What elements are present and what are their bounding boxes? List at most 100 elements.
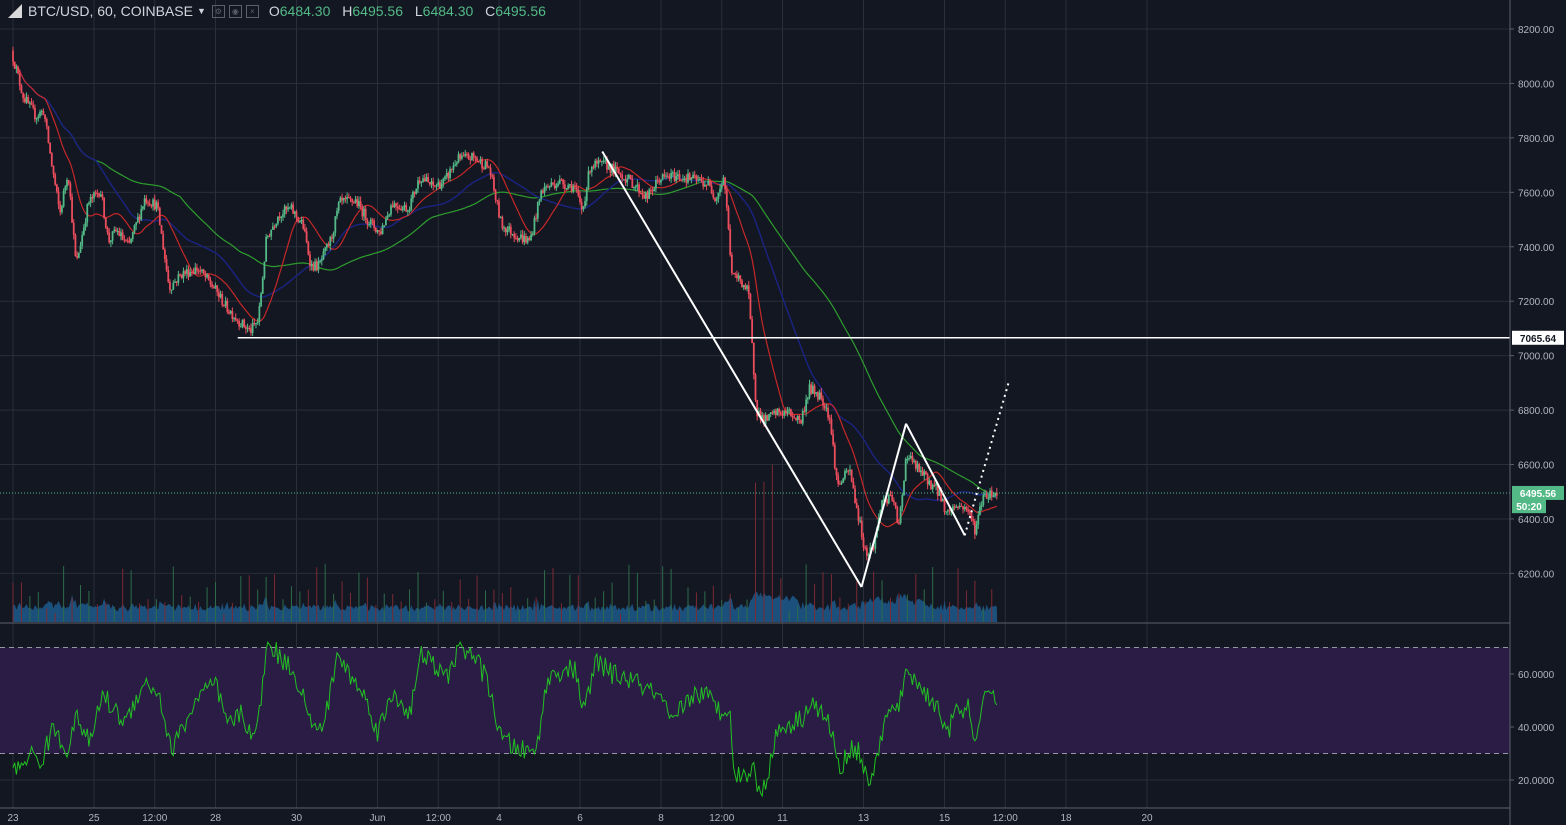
candle-body <box>734 273 737 275</box>
candle-body <box>136 216 139 223</box>
candle-body <box>614 166 617 173</box>
candle-body <box>641 193 644 196</box>
candle-body <box>15 67 18 69</box>
candle-body <box>761 415 764 420</box>
candle-body <box>433 185 436 187</box>
chevron-down-icon[interactable]: ▼ <box>196 6 206 16</box>
candle-body <box>656 179 659 181</box>
candle-body <box>256 321 259 324</box>
candle-body <box>828 417 831 419</box>
candle-body <box>131 231 134 239</box>
high-key: H <box>342 3 353 19</box>
price-tick-label: 6800.00 <box>1518 406 1555 417</box>
candle-body <box>310 263 313 267</box>
candle-body <box>211 284 214 287</box>
candle-body <box>253 322 256 325</box>
candle-body <box>425 177 428 182</box>
candle-body <box>133 225 136 232</box>
candle-body <box>199 270 202 272</box>
countdown-bg <box>1512 499 1546 514</box>
candle-body <box>427 177 430 183</box>
candle-body <box>791 416 794 418</box>
candle-body <box>525 235 527 243</box>
candle-body <box>445 172 448 177</box>
candle-body <box>207 274 210 280</box>
candle-body <box>108 232 111 243</box>
candle-body <box>214 285 217 289</box>
candle-body <box>558 179 561 184</box>
candle-body <box>663 174 666 176</box>
candle-body <box>55 184 58 192</box>
candle-body <box>50 153 53 166</box>
time-tick-label: 12:00 <box>709 813 734 824</box>
candle-body <box>190 272 193 274</box>
candle-body <box>747 285 750 295</box>
candle-body <box>707 181 710 186</box>
candle-body <box>666 175 669 177</box>
candle-body <box>840 482 843 485</box>
candle-body <box>779 412 782 415</box>
candle-body <box>246 327 249 329</box>
candle-body <box>688 173 691 181</box>
candle-body <box>358 201 360 207</box>
candle-body <box>774 410 777 415</box>
candle-body <box>709 181 711 186</box>
candle-body <box>447 172 450 179</box>
candle-body <box>298 221 301 223</box>
candle-body <box>88 202 90 205</box>
candle-body <box>732 273 735 275</box>
candle-body <box>250 328 252 333</box>
candle-body <box>813 385 816 394</box>
candle-body <box>756 400 759 417</box>
symbol-title[interactable]: BTC/USD, 60, COINBASE <box>28 3 193 19</box>
candle-body <box>334 216 337 233</box>
candle-body <box>923 471 926 476</box>
candle-body <box>125 240 127 242</box>
candles <box>12 46 998 561</box>
candle-body <box>746 285 748 289</box>
candle-body <box>874 537 877 549</box>
candle-body <box>440 183 443 189</box>
candle-body <box>304 228 306 232</box>
eye-icon[interactable]: ◉ <box>228 4 242 18</box>
candle-body <box>541 190 544 193</box>
time-tick-label: 6 <box>577 813 583 824</box>
candle-body <box>486 161 489 167</box>
candle-body <box>795 418 797 421</box>
candle-body <box>398 208 401 210</box>
candle-body <box>739 275 742 281</box>
close-icon[interactable]: × <box>245 4 259 18</box>
candle-body <box>509 226 512 235</box>
candle-body <box>405 205 408 212</box>
candle-body <box>714 197 716 201</box>
candle-body <box>720 184 723 189</box>
candle-body <box>420 181 423 183</box>
candle-body <box>607 165 610 170</box>
candle-body <box>295 211 298 218</box>
candle-body <box>941 498 944 502</box>
candle-body <box>428 182 431 185</box>
candle-body <box>23 98 26 103</box>
candle-body <box>935 483 937 486</box>
candle-body <box>784 410 787 414</box>
candle-body <box>609 165 612 173</box>
candle-body <box>498 201 500 218</box>
candle-body <box>314 261 316 271</box>
candle-body <box>493 176 495 191</box>
candle-body <box>160 225 163 234</box>
last-price-label-bg <box>1512 485 1564 500</box>
time-tick-label: 12:00 <box>426 813 451 824</box>
candle-body <box>202 269 205 274</box>
candle-body <box>553 184 556 189</box>
settings-icon[interactable]: ⚙ <box>211 4 225 18</box>
candle-body <box>258 306 261 322</box>
candle-body <box>342 197 345 201</box>
candle-body <box>568 184 571 186</box>
candle-body <box>604 160 607 162</box>
candle-body <box>962 506 964 510</box>
candle-body <box>768 414 770 421</box>
candle-body <box>793 417 796 419</box>
candle-body <box>601 160 603 162</box>
candle-body <box>771 412 774 414</box>
